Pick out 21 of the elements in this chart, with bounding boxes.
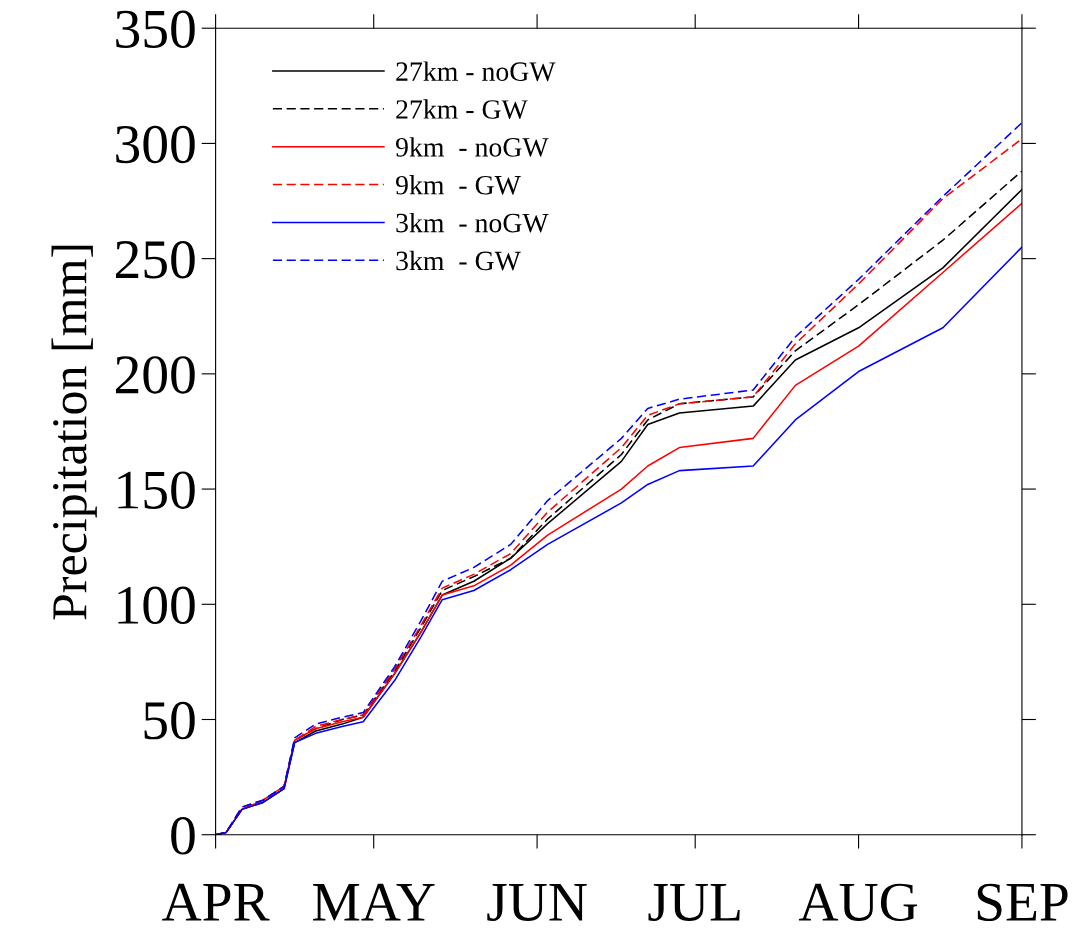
- y-tick-label: 350: [116, 10, 195, 49]
- legend-label: 27km - GW: [396, 99, 528, 119]
- legend-label: 9km - noGW: [395, 137, 549, 157]
- y-tick-label: 50: [144, 701, 195, 740]
- y-tick-label: 300: [116, 125, 195, 164]
- x-tick-label: APR: [162, 883, 270, 921]
- x-tick-label: SEP: [977, 883, 1068, 922]
- y-tick-label: 150: [118, 471, 195, 509]
- x-tick-label: JUN: [487, 884, 587, 922]
- legend-label: 27km - noGW: [396, 61, 556, 82]
- x-tick-label: JUL: [648, 884, 740, 922]
- y-axis-title: Precipitation [mm]: [51, 245, 97, 620]
- legend-label: 3km - noGW: [396, 212, 549, 233]
- x-tick-label: MAY: [313, 883, 435, 921]
- x-tick-label: AUG: [798, 883, 918, 922]
- legend-label: 3km - GW: [396, 250, 521, 271]
- y-tick-label: 0: [171, 817, 195, 855]
- y-tick-label: 250: [115, 240, 195, 279]
- y-tick-label: 200: [115, 356, 195, 394]
- y-tick-label: 100: [118, 586, 195, 625]
- legend-label: 9km - GW: [395, 175, 521, 195]
